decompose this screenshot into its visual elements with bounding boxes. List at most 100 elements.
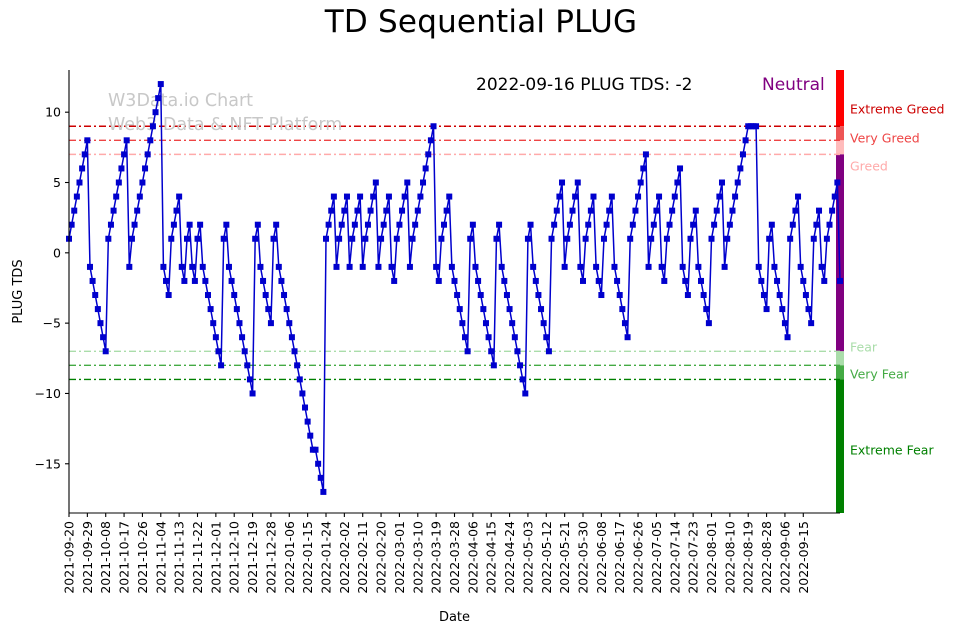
data-point bbox=[656, 193, 663, 200]
data-point bbox=[637, 179, 644, 186]
data-point bbox=[152, 109, 159, 116]
x-tick-label: 2021-11-04 bbox=[153, 521, 168, 594]
data-point bbox=[593, 263, 600, 270]
x-tick-label: 2022-01-06 bbox=[282, 521, 297, 594]
data-point bbox=[698, 277, 705, 284]
data-point bbox=[800, 277, 807, 284]
data-point bbox=[753, 123, 760, 130]
data-point bbox=[173, 207, 180, 214]
data-point bbox=[718, 179, 725, 186]
data-point bbox=[115, 179, 122, 186]
data-point bbox=[420, 179, 427, 186]
data-point bbox=[76, 179, 83, 186]
data-point bbox=[690, 221, 697, 228]
data-point bbox=[671, 193, 678, 200]
data-point bbox=[267, 320, 274, 327]
data-point bbox=[189, 263, 196, 270]
data-point bbox=[388, 263, 395, 270]
data-point-markers bbox=[66, 81, 843, 495]
x-tick-label: 2021-10-26 bbox=[135, 521, 150, 594]
data-point bbox=[294, 362, 301, 369]
x-tick-label: 2022-04-24 bbox=[502, 521, 517, 594]
data-point bbox=[380, 221, 387, 228]
extreme-greed-zone bbox=[836, 70, 844, 127]
zone-label-very-greed: Very Greed bbox=[850, 130, 920, 145]
zone-label-extreme-greed: Extreme Greed bbox=[850, 101, 944, 116]
data-point bbox=[837, 277, 843, 284]
data-point bbox=[362, 235, 369, 242]
data-point bbox=[708, 235, 715, 242]
data-point bbox=[760, 292, 767, 299]
data-point bbox=[427, 137, 434, 144]
data-point bbox=[128, 235, 135, 242]
data-point bbox=[642, 151, 649, 158]
data-point bbox=[184, 235, 191, 242]
watermark-line-2: Web3 Data & NFT Platform bbox=[108, 115, 342, 135]
data-point bbox=[385, 193, 392, 200]
data-point bbox=[210, 320, 217, 327]
data-point bbox=[538, 306, 545, 313]
data-point bbox=[126, 263, 133, 270]
data-point bbox=[572, 193, 579, 200]
data-point bbox=[134, 207, 141, 214]
data-point bbox=[469, 221, 476, 228]
data-point bbox=[422, 165, 429, 172]
data-point bbox=[246, 376, 253, 383]
data-point bbox=[202, 277, 209, 284]
data-point bbox=[136, 193, 143, 200]
data-point bbox=[454, 292, 461, 299]
data-point bbox=[456, 306, 463, 313]
data-point bbox=[771, 263, 778, 270]
data-point bbox=[102, 348, 109, 355]
data-point bbox=[524, 235, 531, 242]
data-point bbox=[170, 221, 177, 228]
data-point bbox=[288, 334, 295, 341]
data-point bbox=[354, 207, 361, 214]
data-point bbox=[160, 263, 167, 270]
data-point bbox=[808, 320, 815, 327]
data-point bbox=[451, 277, 458, 284]
data-point bbox=[543, 334, 550, 341]
zone-label-fear: Fear bbox=[850, 339, 878, 354]
data-point bbox=[131, 221, 138, 228]
data-point bbox=[569, 207, 576, 214]
data-point bbox=[561, 263, 568, 270]
data-point bbox=[349, 235, 356, 242]
data-point bbox=[176, 193, 183, 200]
data-point bbox=[118, 165, 125, 172]
data-point bbox=[459, 320, 466, 327]
data-point bbox=[375, 263, 382, 270]
data-point bbox=[669, 207, 676, 214]
very-greed-zone bbox=[836, 126, 844, 141]
data-point bbox=[97, 320, 104, 327]
data-point bbox=[359, 263, 366, 270]
data-point bbox=[270, 235, 277, 242]
data-point bbox=[566, 221, 573, 228]
data-point bbox=[682, 277, 689, 284]
data-point bbox=[666, 221, 673, 228]
data-point bbox=[370, 193, 377, 200]
data-point bbox=[517, 362, 524, 369]
data-point bbox=[320, 488, 327, 495]
data-point bbox=[168, 235, 175, 242]
data-point bbox=[194, 235, 201, 242]
x-tick-label: 2022-08-28 bbox=[759, 521, 774, 594]
data-point bbox=[787, 235, 794, 242]
data-point bbox=[834, 179, 841, 186]
x-tick-label: 2021-10-17 bbox=[117, 521, 132, 594]
data-point bbox=[254, 221, 261, 228]
data-point bbox=[482, 320, 489, 327]
data-point bbox=[401, 193, 408, 200]
data-point bbox=[100, 334, 107, 341]
data-series-line bbox=[68, 83, 841, 493]
data-point bbox=[509, 320, 516, 327]
data-point bbox=[121, 151, 128, 158]
x-tick-label: 2022-02-20 bbox=[374, 521, 389, 594]
data-point bbox=[692, 207, 699, 214]
data-point bbox=[559, 179, 566, 186]
data-point bbox=[734, 179, 741, 186]
y-axis-ticks: 10 5 0 −5 −10 −15 bbox=[35, 105, 69, 471]
data-point bbox=[781, 320, 788, 327]
